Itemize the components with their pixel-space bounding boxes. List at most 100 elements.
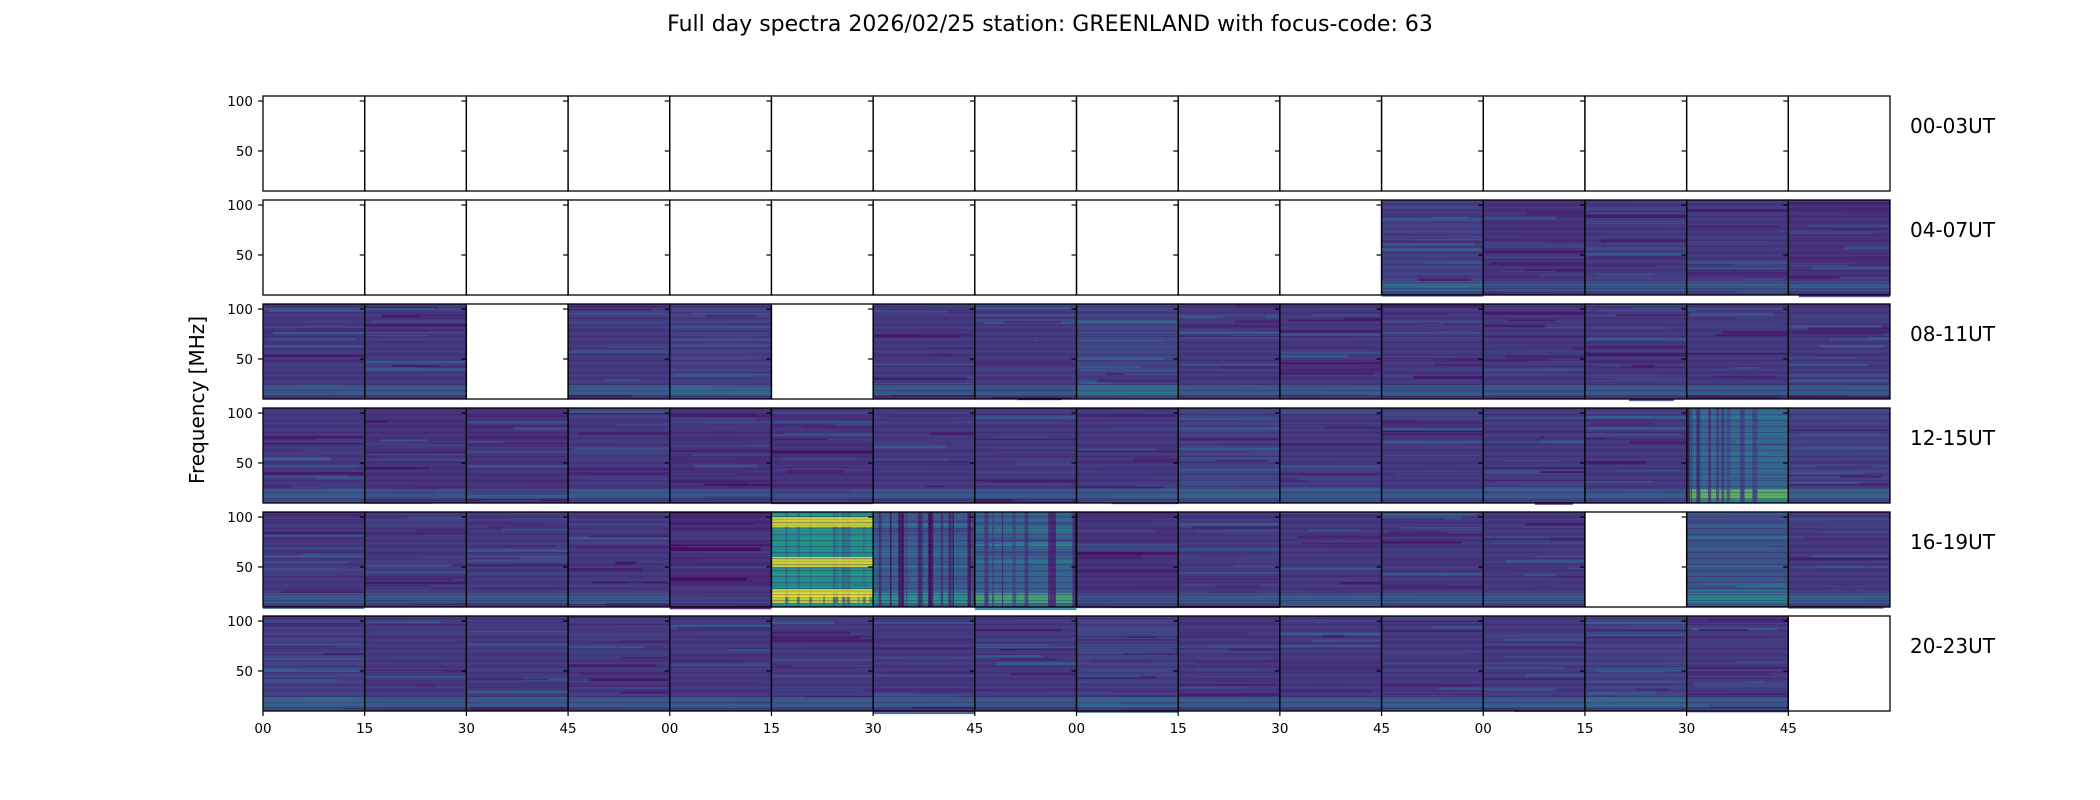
spectrogram-panel — [1686, 200, 1789, 295]
texture-overlay — [263, 408, 365, 503]
spectra-row — [263, 96, 1890, 191]
panel-frame — [1787, 511, 1891, 608]
texture-overlay — [1178, 408, 1280, 503]
spectrogram-panel — [1279, 512, 1382, 607]
row-time-label: 00-03UT — [1910, 114, 1996, 138]
empty-panel — [873, 200, 975, 295]
empty-panel — [568, 96, 670, 191]
panel-background — [364, 96, 467, 191]
frequency-band — [1628, 398, 1674, 402]
texture-overlay — [466, 616, 569, 711]
texture-overlay — [873, 512, 975, 607]
texture-overlay — [1686, 512, 1789, 607]
x-tick-label: 30 — [865, 721, 882, 737]
x-tick-label: 45 — [966, 721, 983, 737]
spectrogram-panel — [1483, 408, 1585, 505]
panel-background — [1584, 512, 1687, 607]
texture-overlay — [669, 512, 772, 607]
spectrogram-panel — [568, 304, 670, 399]
texture-overlay — [1076, 616, 1179, 711]
spectrogram-panel — [1584, 200, 1687, 295]
spectrogram-panel — [873, 304, 975, 399]
spectrogram-panel — [669, 408, 772, 503]
empty-panel — [1584, 96, 1687, 191]
x-tick-label: 30 — [458, 721, 475, 737]
spectrogram-panel — [1686, 616, 1789, 713]
spectrogram-panel — [1178, 616, 1280, 712]
spectrogram-panel — [466, 408, 569, 503]
panel-frame — [1787, 303, 1891, 400]
spectrogram-panel — [1686, 512, 1789, 607]
empty-panel — [263, 96, 365, 191]
spectra-row — [263, 616, 1890, 715]
texture-overlay — [1788, 408, 1890, 503]
y-tick-label: 50 — [236, 664, 253, 680]
y-tick-label: 100 — [227, 198, 253, 214]
x-tick-label: 00 — [661, 721, 678, 737]
spectrogram-panel — [1788, 408, 1890, 503]
spectrogram-panel — [1381, 408, 1484, 503]
texture-overlay — [1483, 512, 1585, 607]
panel-background — [1788, 616, 1890, 711]
spectrogram-panel — [771, 408, 874, 505]
texture-overlay — [873, 408, 975, 503]
spectrogram-panel — [364, 304, 467, 399]
empty-panel — [1279, 96, 1382, 191]
texture-overlay — [1788, 512, 1890, 607]
spectrogram-panel — [669, 512, 772, 610]
spectrogram-panel — [1483, 616, 1585, 712]
texture-overlay — [568, 512, 670, 607]
texture-overlay — [873, 616, 975, 711]
panel-background — [873, 96, 975, 191]
texture-overlay — [771, 408, 874, 503]
spectrogram-panel — [568, 408, 670, 503]
empty-panel — [364, 96, 467, 191]
x-tick-label: 45 — [1373, 721, 1390, 737]
empty-panel — [1584, 512, 1687, 607]
texture-overlay — [1483, 304, 1585, 399]
row-time-label: 04-07UT — [1910, 218, 1996, 242]
spectrogram-panel — [1381, 304, 1484, 399]
texture-overlay — [1686, 200, 1789, 295]
frequency-band — [263, 606, 365, 609]
spectrogram-panel — [364, 408, 467, 504]
spectrogram-panel — [1381, 200, 1484, 297]
texture-overlay — [466, 408, 569, 503]
empty-panel — [364, 200, 467, 295]
spectrogram-panel — [1686, 408, 1789, 503]
x-tick-label: 15 — [1170, 721, 1187, 737]
texture-overlay — [1584, 200, 1687, 295]
texture-overlay — [1788, 304, 1890, 399]
texture-overlay — [364, 616, 467, 711]
spectrogram-panel — [263, 616, 365, 711]
spectra-row — [263, 200, 1890, 298]
spectrogram-panel — [1279, 304, 1382, 399]
spectrogram-panel — [974, 616, 1077, 711]
spectrogram-panel — [1483, 512, 1585, 607]
empty-panel — [1279, 200, 1382, 295]
panel-background — [771, 304, 874, 399]
frequency-band — [669, 606, 772, 610]
texture-overlay — [669, 616, 772, 711]
texture-overlay — [974, 408, 1077, 503]
panel-background — [568, 96, 670, 191]
panel-frame — [1787, 199, 1891, 296]
texture-overlay — [669, 408, 772, 503]
panel-background — [669, 200, 772, 295]
y-tick-label: 100 — [227, 94, 253, 110]
panel-background — [771, 96, 874, 191]
texture-overlay — [873, 304, 975, 399]
spectrogram-panel — [263, 512, 365, 609]
empty-panel — [568, 200, 670, 295]
x-tick-label: 45 — [559, 721, 576, 737]
texture-overlay — [1788, 200, 1890, 295]
spectrogram-panel — [1584, 304, 1687, 402]
texture-overlay — [1076, 408, 1179, 503]
panel-frame — [1787, 615, 1891, 712]
panel-background — [1483, 96, 1585, 191]
texture-overlay — [1686, 408, 1789, 503]
texture-overlay — [1279, 304, 1382, 399]
texture-overlay — [568, 304, 670, 399]
texture-overlay — [1381, 408, 1484, 503]
